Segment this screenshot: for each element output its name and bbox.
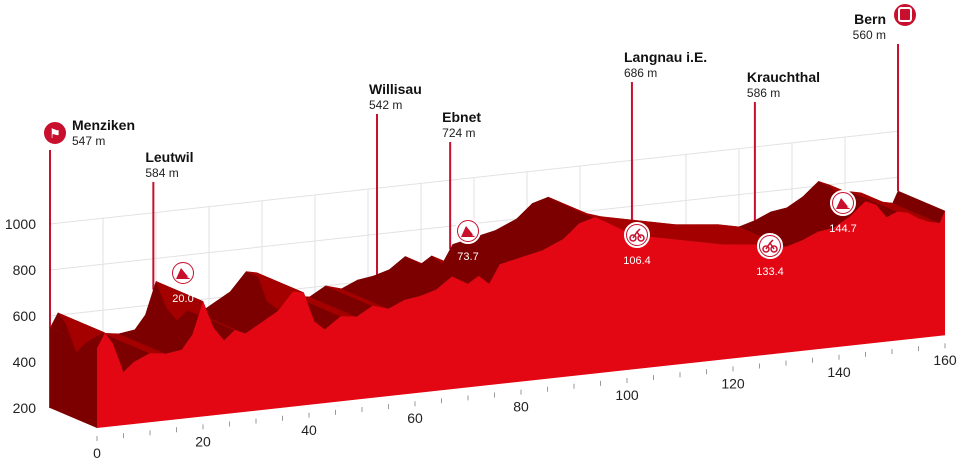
sprint-km-label: 133.4: [756, 266, 784, 278]
place-name: Krauchthal: [747, 69, 820, 85]
x-tick-label: 0: [93, 445, 101, 461]
place-name: Ebnet: [442, 109, 481, 125]
x-tick-label: 100: [615, 387, 639, 403]
bike-frame: [632, 228, 642, 239]
bike-wheel: [637, 234, 645, 242]
x-tick-label: 20: [195, 433, 211, 449]
sprint-bike-icon: [757, 233, 783, 259]
mountain-glyph: [461, 226, 475, 237]
bike-wheel: [770, 245, 778, 253]
y-tick-label: 200: [13, 400, 37, 416]
place-altitude: 584 m: [145, 166, 178, 180]
place-altitude: 686 m: [624, 66, 657, 80]
climb-km-label: 144.7: [829, 223, 857, 235]
finish-icon-bg: [892, 2, 918, 28]
x-tick-label: 60: [407, 410, 423, 426]
profile-front-face: [97, 201, 945, 428]
sprint-bike-icon: [624, 222, 650, 248]
climb-category: 3: [187, 273, 191, 280]
climb-category: 3: [472, 231, 476, 238]
sprint-km-label: 106.4: [623, 255, 651, 267]
y-tick-label: 400: [13, 354, 37, 370]
climb-category: 3: [847, 203, 851, 210]
x-tick-label: 120: [721, 375, 745, 391]
profile-icons: ⚑ 3 20.0 3 73.7 3 144.7 106.4 133.4: [42, 2, 918, 305]
place-altitude: 542 m: [369, 98, 402, 112]
x-tick-label: 140: [827, 364, 851, 380]
mountain-climb-icon: 3: [830, 190, 856, 216]
mountain-glyph: [836, 198, 850, 209]
icon-inner: [627, 225, 647, 245]
y-axis-labels: 200 400 600 800 1000: [5, 216, 36, 416]
place-altitude: 560 m: [853, 28, 886, 42]
place-altitude: 547 m: [72, 134, 105, 148]
y-tick-label: 800: [13, 262, 37, 278]
y-tick-label: 600: [13, 308, 37, 324]
bike-frame: [765, 239, 775, 250]
place-name: Menziken: [72, 117, 135, 133]
elevation-profile: [49, 181, 946, 428]
place-name: Leutwil: [145, 149, 193, 165]
mountain-climb-icon: 3: [455, 218, 481, 244]
place-altitude: 586 m: [747, 86, 780, 100]
x-tick-label: 80: [513, 399, 529, 415]
x-axis: 0 20 40 60 80 100 120 140 160: [93, 343, 957, 461]
climb-km-label: 20.0: [172, 293, 193, 305]
place-name: Willisau: [369, 81, 422, 97]
mountain-glyph: [176, 268, 190, 279]
start-flag-icon-bg: [42, 120, 68, 146]
y-tick-label: 1000: [5, 216, 36, 232]
x-tick-label: 40: [301, 422, 317, 438]
place-name: Langnau i.E.: [624, 49, 707, 65]
finish-icon: [892, 2, 918, 28]
finish-glyph: [898, 7, 912, 22]
place-name: Bern: [854, 11, 886, 27]
start-flag-icon: ⚑: [42, 120, 68, 146]
x-tick-label: 160: [933, 352, 957, 368]
bike-wheel: [762, 245, 770, 253]
icon-inner: [760, 236, 780, 256]
flag-glyph: ⚑: [49, 126, 61, 141]
mountain-climb-icon: 3: [170, 260, 196, 286]
climb-km-label: 73.7: [457, 251, 478, 263]
bike-wheel: [629, 234, 637, 242]
place-altitude: 724 m: [442, 126, 475, 140]
